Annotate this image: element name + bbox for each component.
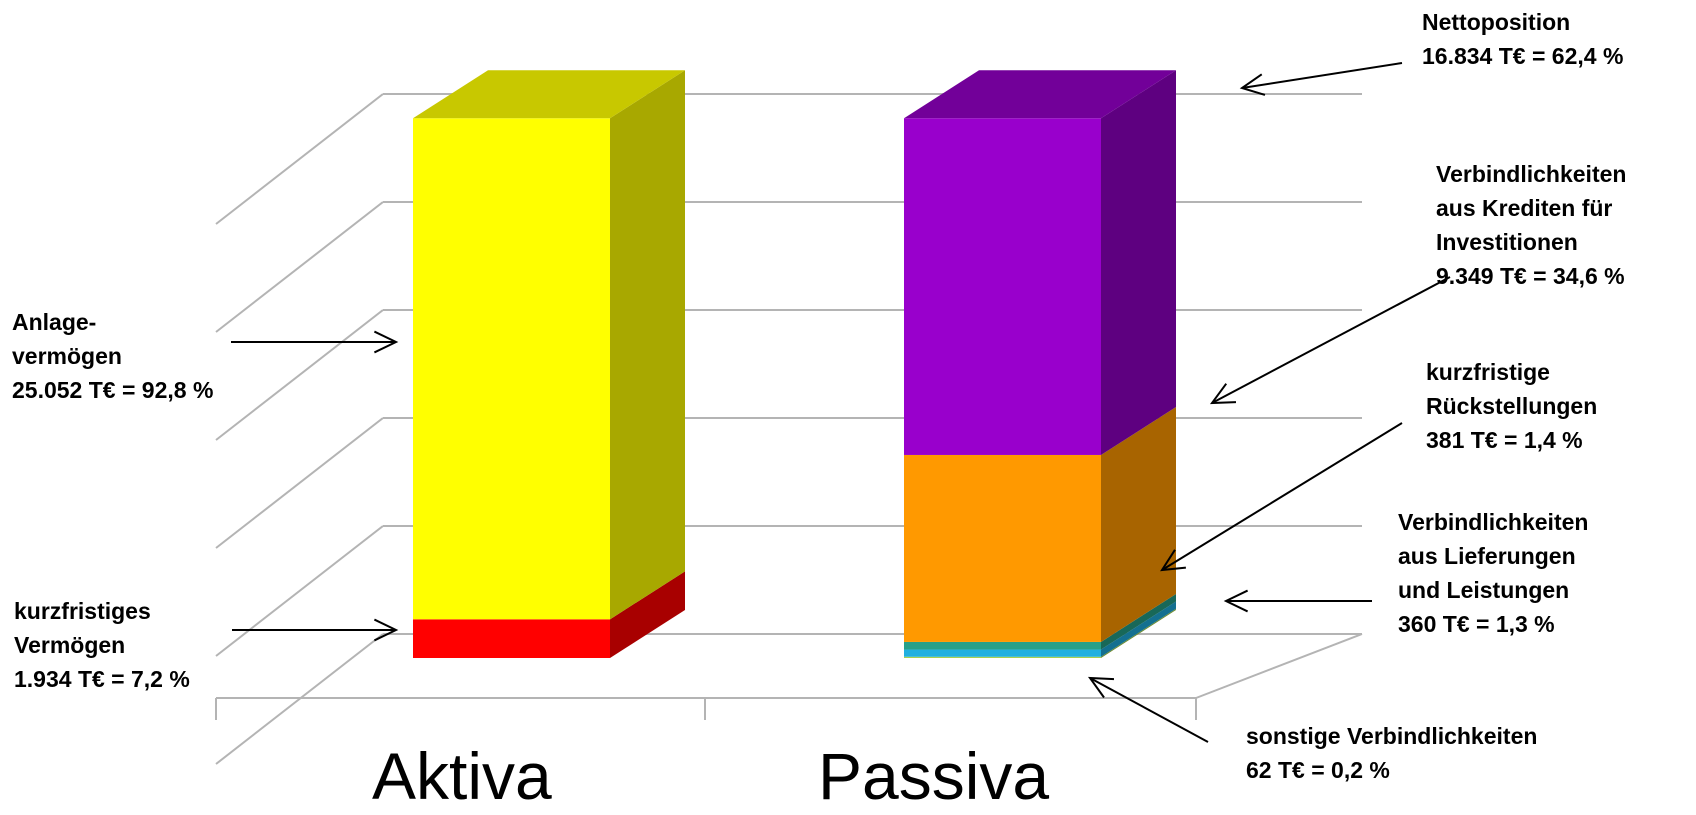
chart-grid	[215, 93, 1363, 765]
bar-side	[1101, 593, 1176, 650]
bar-segment-aktiva	[413, 571, 685, 658]
bar-top	[413, 70, 685, 119]
bar-front	[904, 454, 1101, 642]
bar-segment-passiva	[904, 601, 1176, 657]
bar-segment-passiva	[904, 593, 1176, 650]
annotation-arrows	[231, 62, 1451, 743]
bar-segment-aktiva	[413, 70, 685, 620]
category-label-aktiva: Aktiva	[372, 739, 552, 813]
label-anlagevermoegen: Anlage- vermögen 25.052 T€ = 92,8 %	[12, 309, 214, 403]
bar-top	[904, 70, 1176, 119]
bar-front	[904, 656, 1101, 658]
bar-front	[904, 649, 1101, 657]
gridline-side	[215, 309, 384, 441]
label-verbindlichkeiten-lieferungen: Verbindlichkeiten aus Lieferungen und Le…	[1398, 509, 1589, 637]
arrow-anlagevermoegen	[231, 330, 399, 354]
gridline-side	[215, 93, 384, 225]
arrow-verbindlichkeiten-kredite	[1209, 276, 1451, 405]
label-verbindlichkeiten-kredite: Verbindlichkeiten aus Krediten für Inves…	[1436, 161, 1627, 289]
arrow-nettoposition	[1239, 62, 1403, 96]
gridline-side	[215, 417, 384, 549]
arrow-kurzfristige-rueckstellungen	[1160, 422, 1403, 572]
chart-bars	[413, 70, 1176, 658]
arrow-sonstige-verbindlichkeiten	[1087, 676, 1209, 743]
bar-segment-passiva	[904, 70, 1176, 455]
category-label-passiva: Passiva	[818, 739, 1050, 813]
bar-side	[610, 571, 685, 658]
bar-front	[904, 641, 1101, 650]
bar-side	[610, 70, 685, 620]
bar-side	[1101, 601, 1176, 657]
label-kurzfristige-rueckstellungen: kurzfristige Rückstellungen 381 T€ = 1,4…	[1426, 359, 1598, 453]
bar-side	[1101, 70, 1176, 455]
bar-segment-passiva	[904, 406, 1176, 642]
arrow-kurzfristiges-vermoegen	[232, 618, 399, 642]
label-sonstige-verbindlichkeiten: sonstige Verbindlichkeiten 62 T€ = 0,2 %	[1246, 723, 1538, 783]
bar-side	[1101, 608, 1176, 658]
bar-front	[413, 619, 610, 658]
gridline-side	[215, 525, 384, 657]
gridline-side	[215, 201, 384, 333]
label-nettoposition: Nettoposition 16.834 T€ = 62,4 %	[1422, 9, 1624, 69]
floor-right-edge	[1195, 633, 1363, 699]
bar-front	[413, 118, 610, 620]
arrow-verbindlichkeiten-lieferungen	[1223, 589, 1372, 613]
label-kurzfristiges-vermoegen: kurzfristiges Vermögen 1.934 T€ = 7,2 %	[14, 598, 190, 692]
bar-front	[904, 118, 1101, 455]
bar-segment-passiva	[904, 608, 1176, 658]
bar-side	[1101, 406, 1176, 642]
